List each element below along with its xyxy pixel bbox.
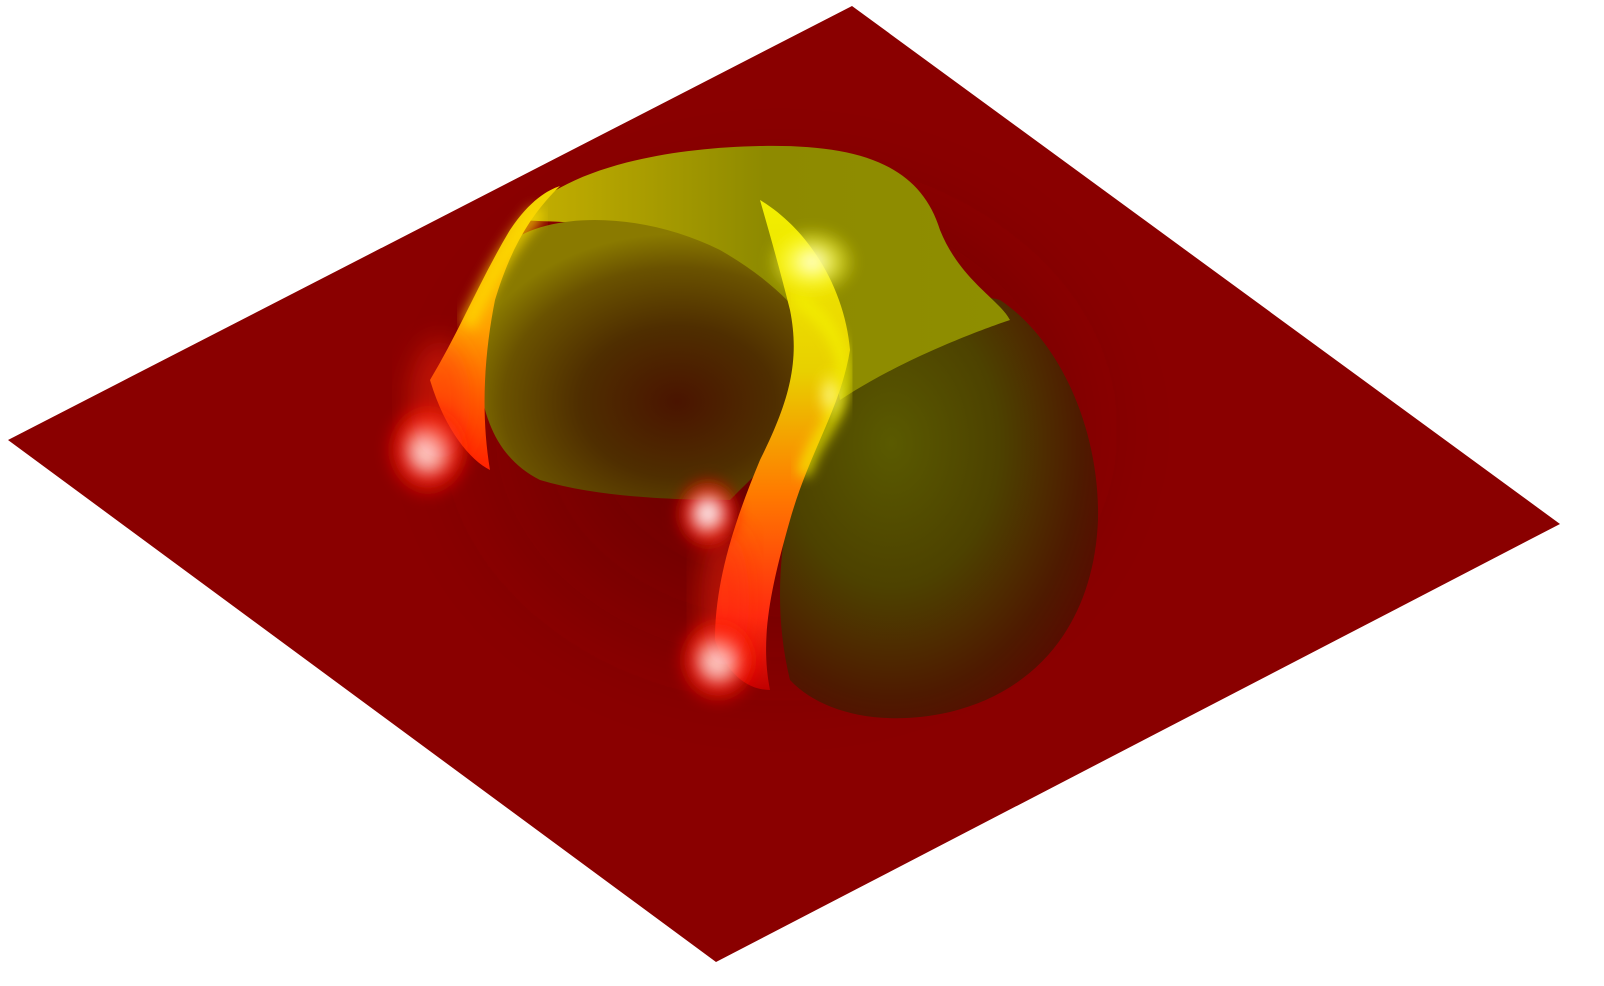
inner-hollow: [478, 220, 840, 500]
glow-trail-front: [701, 530, 749, 670]
specular-highlight-secondary: [816, 367, 844, 423]
right-dome-lobe: [780, 295, 1099, 719]
glow-trail-left: [410, 340, 470, 460]
left-rim-sheen: [462, 207, 543, 328]
top-cap: [520, 145, 1010, 400]
specular-highlight: [766, 226, 858, 298]
